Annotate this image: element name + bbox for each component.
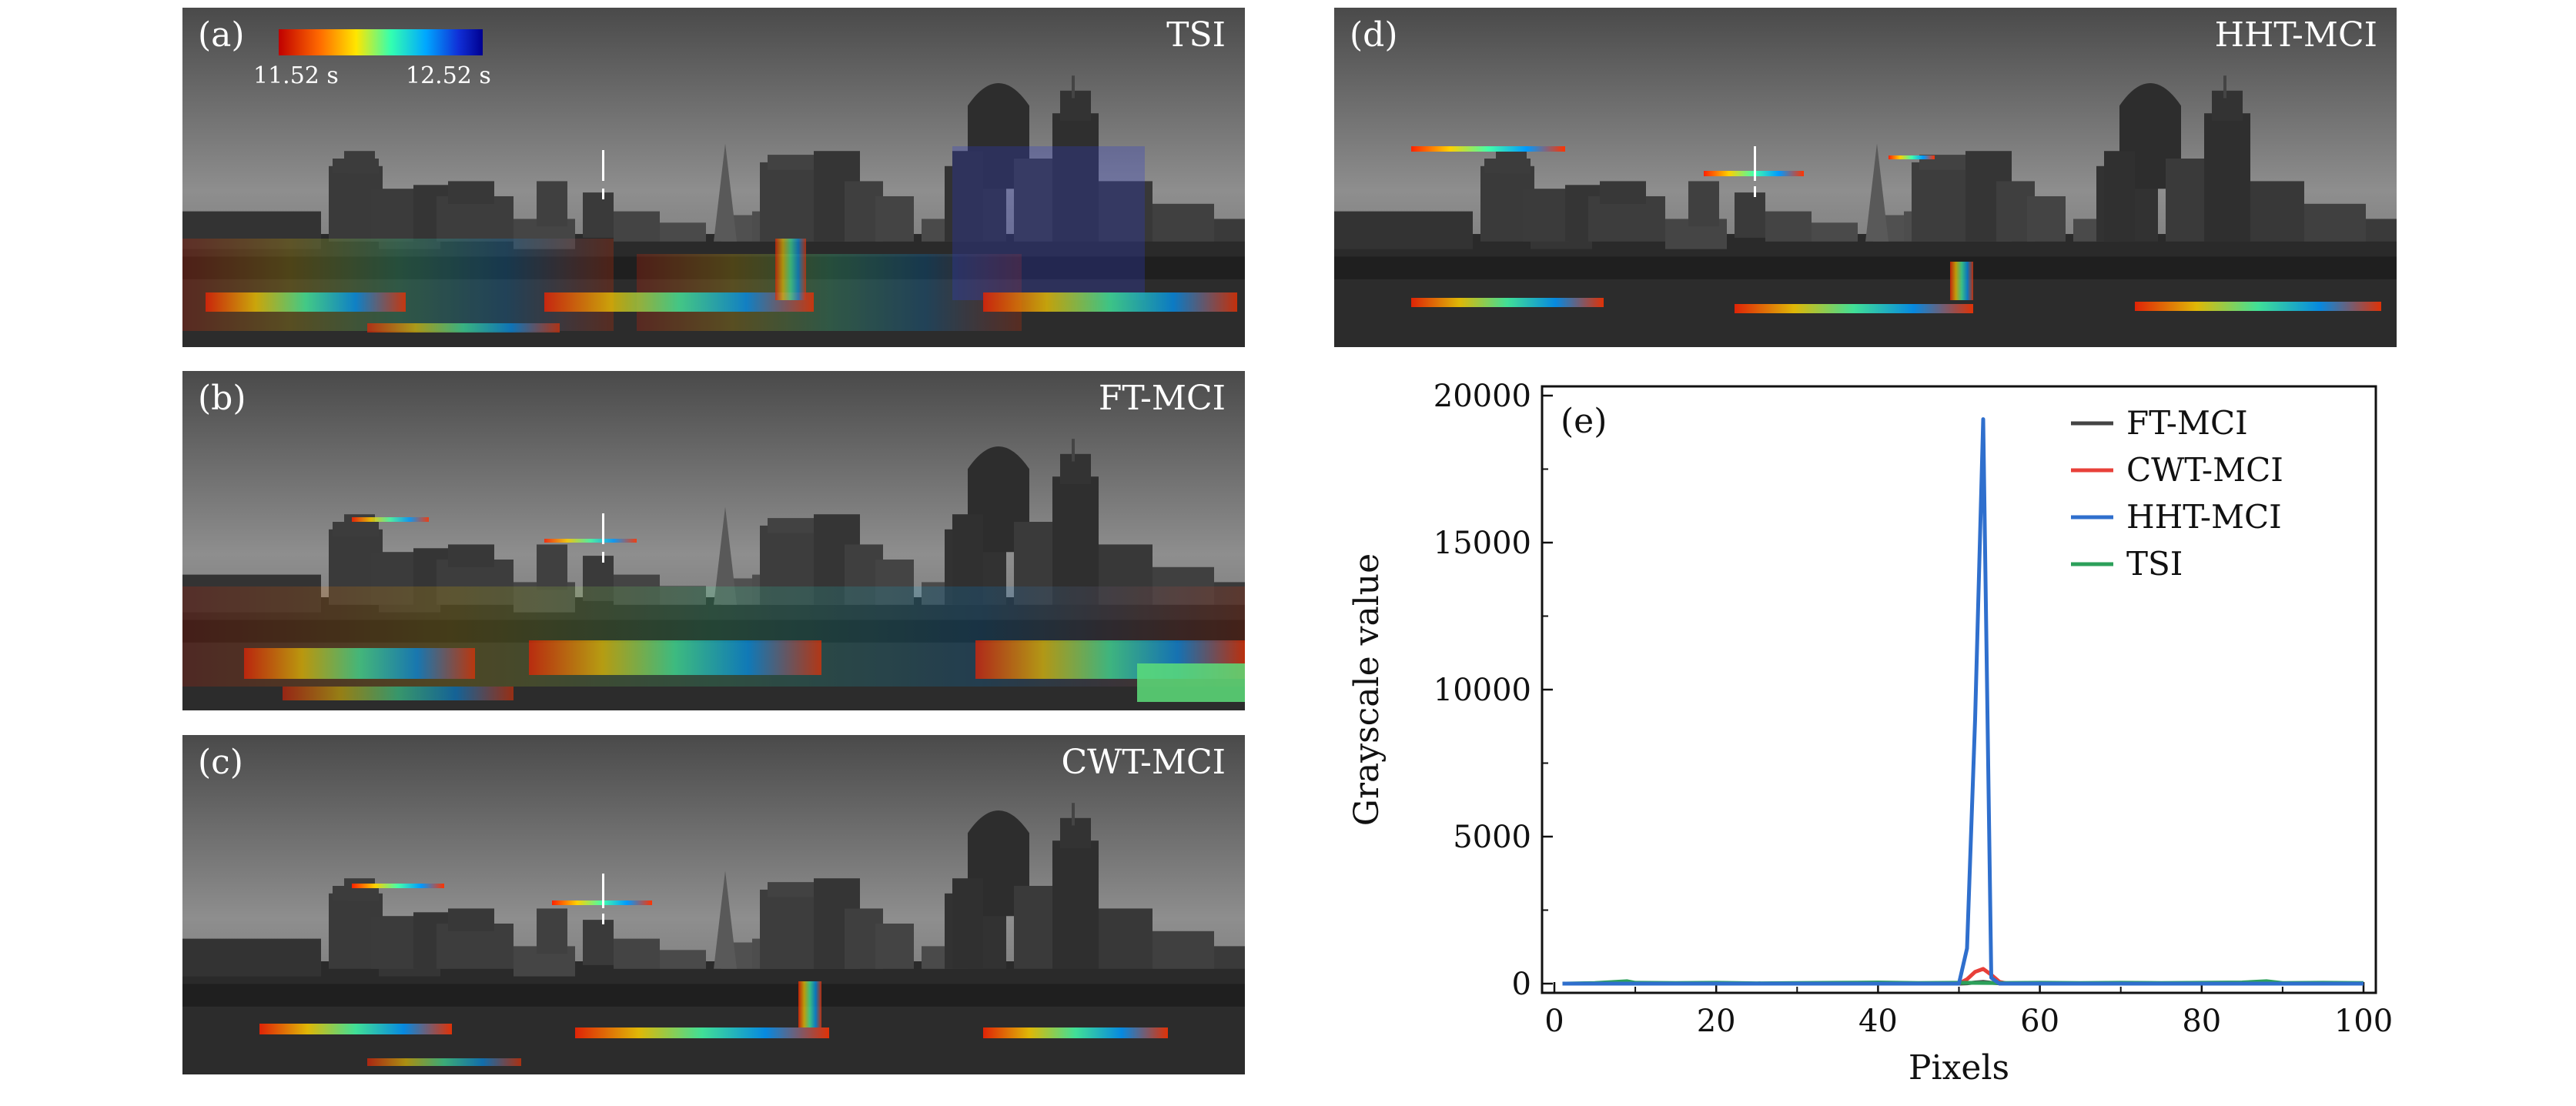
panel-b-title: FT-MCI — [1099, 379, 1226, 418]
panel-a-noise — [182, 146, 1237, 332]
panel-b: (b) FT-MCI — [182, 371, 1245, 710]
panel-d-title: HHT-MCI — [2215, 15, 2377, 55]
panel-b-noise — [182, 517, 1245, 702]
y-tick-label: 0 — [1512, 967, 1531, 1002]
y-tick-label: 5000 — [1453, 820, 1531, 855]
legend-label: HHT-MCI — [2126, 498, 2282, 536]
series-lines — [1562, 417, 2364, 986]
panel-c-title: CWT-MCI — [1061, 743, 1226, 782]
x-tick-label: 40 — [1858, 1004, 1898, 1039]
colorbar-max-label: 12.52 s — [406, 62, 491, 89]
legend-label: TSI — [2126, 545, 2183, 583]
y-tick-label: 15000 — [1434, 526, 1531, 561]
legend-label: FT-MCI — [2126, 404, 2248, 442]
panel-a-label: (a) — [198, 15, 245, 55]
series-line-hht-mci — [1562, 417, 2364, 986]
y-tick-label: 20000 — [1434, 379, 1531, 414]
panel-e-label: (e) — [1561, 402, 1607, 441]
panel-d: (d) HHT-MCI — [1334, 8, 2397, 347]
y-axis-title: Grayscale value — [1347, 553, 1387, 826]
y-tick-label: 10000 — [1434, 673, 1531, 708]
panel-d-noise — [1411, 146, 2381, 313]
panel-c-label: (c) — [198, 743, 243, 782]
panel-c-noise — [259, 884, 1168, 1066]
legend-label: CWT-MCI — [2126, 451, 2283, 489]
x-tick-label: 0 — [1544, 1004, 1564, 1039]
x-axis-title: Pixels — [1909, 1048, 2009, 1088]
panel-a-title: TSI — [1166, 15, 1226, 55]
x-axis-ticks: 0 20 40 60 80 100 — [1544, 982, 2393, 1039]
legend: FT-MCI CWT-MCI HHT-MCI TSI — [2071, 404, 2283, 583]
x-tick-label: 100 — [2334, 1004, 2393, 1039]
panel-b-label: (b) — [198, 379, 246, 418]
panel-d-label: (d) — [1350, 15, 1398, 55]
y-axis-ticks: 0 5000 10000 15000 20000 — [1434, 379, 1553, 1002]
x-tick-label: 20 — [1697, 1004, 1736, 1039]
panel-a: (a) TSI 11.52 s 12.52 s — [182, 8, 1245, 347]
x-tick-label: 60 — [2020, 1004, 2059, 1039]
x-tick-label: 80 — [2182, 1004, 2221, 1039]
panel-e-chart: 0 5000 10000 15000 20000 0 20 40 60 80 100 FT-MCI… — [1347, 379, 2393, 1088]
panel-c: (c) CWT-MCI — [182, 735, 1245, 1074]
colorbar — [279, 29, 483, 55]
colorbar-min-label: 11.52 s — [253, 62, 339, 89]
